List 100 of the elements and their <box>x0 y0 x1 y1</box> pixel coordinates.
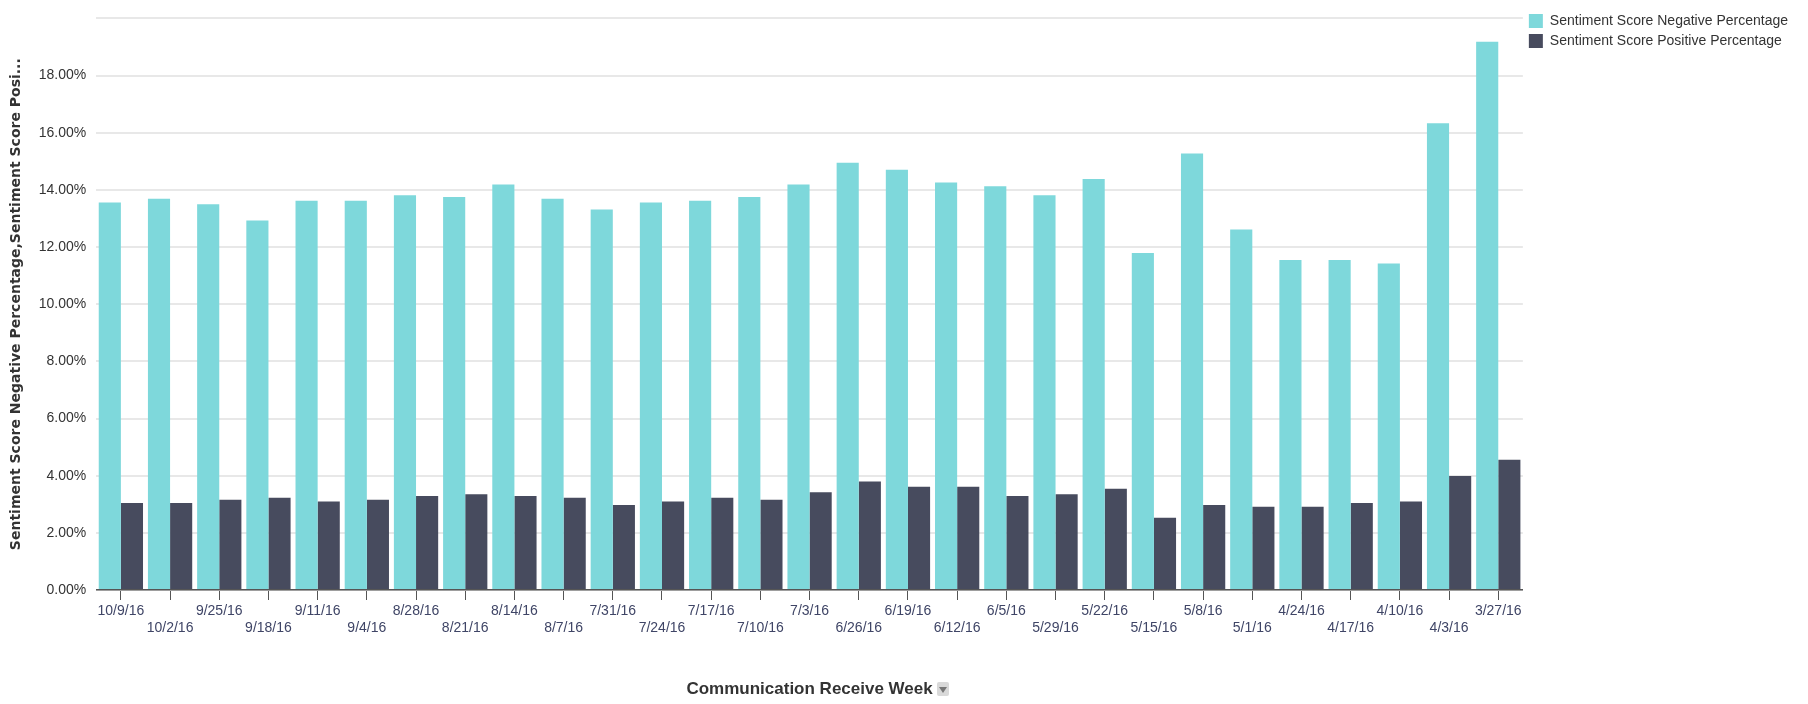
bar <box>1252 506 1275 589</box>
bar <box>1104 488 1127 589</box>
x-tick-label: 10/2/16 <box>146 619 194 636</box>
bar <box>219 499 242 589</box>
x-tick-label: 8/7/16 <box>544 619 584 636</box>
bar <box>858 481 881 589</box>
bar <box>935 182 958 589</box>
legend-label: Sentiment Score Positive Percentage <box>1549 31 1782 48</box>
bar <box>1350 503 1373 589</box>
x-tick-label: 7/10/16 <box>737 619 784 636</box>
bar <box>738 197 761 589</box>
x-tick-label: 9/25/16 <box>195 602 243 619</box>
x-tick-label: 8/14/16 <box>491 602 538 619</box>
bar <box>295 200 318 589</box>
bar <box>514 495 537 589</box>
x-tick-label: 4/3/16 <box>1429 619 1469 636</box>
bar <box>120 503 144 589</box>
bar <box>1476 41 1499 589</box>
bar <box>1301 506 1324 589</box>
x-tick-label: 10/9/16 <box>97 602 145 619</box>
bar <box>416 495 439 589</box>
bar <box>344 200 367 589</box>
bar <box>1082 179 1105 589</box>
bar <box>957 486 980 589</box>
x-tick-label: 5/1/16 <box>1232 619 1272 636</box>
y-tick-label: 10.00% <box>38 295 87 312</box>
bar <box>612 505 635 589</box>
bar <box>1203 505 1226 589</box>
x-tick-label: 9/11/16 <box>294 602 341 619</box>
bar <box>1153 517 1177 589</box>
x-tick-label: 8/21/16 <box>441 619 489 636</box>
bar <box>393 195 417 589</box>
x-tick-label: 7/17/16 <box>687 602 735 619</box>
bar <box>170 503 193 589</box>
bar <box>711 497 734 589</box>
y-tick-label: 12.00% <box>38 237 87 254</box>
bar <box>1033 195 1056 589</box>
y-tick-label: 18.00% <box>38 66 87 83</box>
x-tick-label: 9/4/16 <box>347 619 387 636</box>
bar <box>662 501 685 589</box>
x-tick-label: 3/27/16 <box>1474 602 1522 619</box>
y-tick-label: 16.00% <box>38 123 87 140</box>
bar <box>836 162 859 589</box>
bar <box>1131 253 1154 589</box>
bar <box>246 220 269 589</box>
bar <box>147 198 171 589</box>
x-tick-label: 9/18/16 <box>245 619 293 636</box>
x-tick-label: 5/15/16 <box>1130 619 1178 636</box>
x-tick-label: 6/5/16 <box>986 602 1027 619</box>
bar <box>563 497 586 589</box>
x-tick-label: 6/19/16 <box>884 602 932 619</box>
x-tick-label: 8/28/16 <box>392 602 440 619</box>
bar <box>787 184 810 589</box>
bar <box>98 202 121 589</box>
bar <box>443 197 466 589</box>
bar <box>1006 495 1029 589</box>
y-tick-label: 6.00% <box>46 409 87 426</box>
x-axis-title: Communication Receive Week <box>686 679 934 699</box>
bar <box>907 486 931 589</box>
y-tick-label: 8.00% <box>46 352 87 369</box>
y-tick-label: 2.00% <box>46 523 87 540</box>
bar <box>1180 153 1204 589</box>
bar <box>1498 459 1521 589</box>
x-tick-label: 6/12/16 <box>933 619 981 636</box>
bar <box>1230 229 1253 589</box>
y-tick-label: 0.00% <box>46 580 87 597</box>
x-tick-label: 5/29/16 <box>1032 619 1080 636</box>
bar <box>639 202 662 589</box>
bar <box>366 499 389 589</box>
bar <box>885 169 908 589</box>
bar <box>590 209 613 589</box>
bar <box>984 186 1007 589</box>
bar <box>1328 259 1351 589</box>
bar <box>268 497 291 589</box>
bar <box>492 184 515 589</box>
bar <box>760 499 783 589</box>
x-tick-label: 6/26/16 <box>835 619 883 636</box>
bar <box>317 501 340 589</box>
bar <box>1055 494 1078 589</box>
legend-label: Sentiment Score Negative Percentage <box>1549 11 1789 28</box>
y-axis-title: Sentiment Score Negative Percentage,Sentiment Score Posi... <box>7 58 24 551</box>
x-tick-label: 4/17/16 <box>1327 619 1375 636</box>
bar <box>1279 259 1302 589</box>
y-tick-label: 4.00% <box>46 466 87 483</box>
x-tick-label: 7/31/16 <box>589 602 637 619</box>
bar <box>809 492 832 589</box>
bar <box>689 200 712 589</box>
bar <box>465 494 488 589</box>
bar <box>1399 501 1423 589</box>
y-tick-label: 14.00% <box>38 180 87 197</box>
bar <box>1449 475 1472 589</box>
bar <box>197 204 220 589</box>
bar <box>1426 123 1450 589</box>
x-tick-label: 7/3/16 <box>790 602 830 619</box>
x-tick-label: 5/8/16 <box>1183 602 1223 619</box>
bar <box>541 198 564 589</box>
x-tick-label: 7/24/16 <box>638 619 686 636</box>
x-tick-label: 5/22/16 <box>1081 602 1129 619</box>
bar <box>1377 263 1400 589</box>
x-tick-label: 4/24/16 <box>1278 602 1326 619</box>
